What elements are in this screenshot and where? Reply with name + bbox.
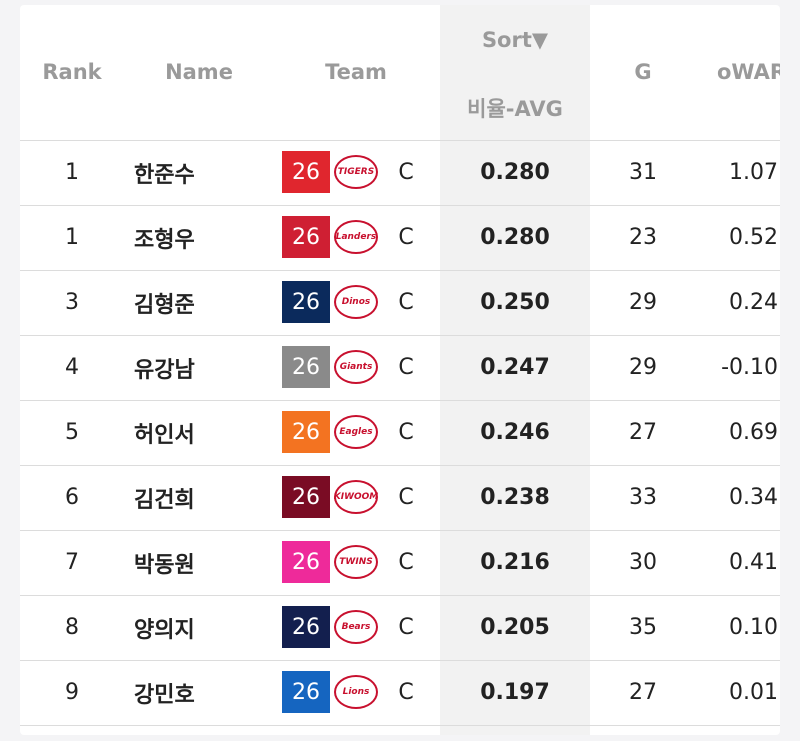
team-logo: Bears [334, 610, 378, 644]
team-logo: Landers [334, 220, 378, 254]
row-separator [20, 595, 780, 596]
team-badge: 26 [282, 281, 330, 323]
rank: 7 [65, 550, 79, 575]
sort-label[interactable]: Sort▼ [481, 28, 549, 52]
owar: 0.10 [729, 615, 778, 640]
position: C [398, 550, 414, 575]
column-header[interactable]: G [634, 60, 652, 84]
team-logo: TIGERS [334, 155, 378, 189]
avg: 0.246 [480, 420, 550, 445]
player-name[interactable]: 강민호 [134, 682, 195, 708]
avg: 0.280 [480, 225, 550, 250]
rank: 9 [65, 680, 79, 705]
rank: 1 [65, 160, 79, 185]
avg: 0.216 [480, 550, 550, 575]
position: C [398, 290, 414, 315]
games: 29 [629, 355, 657, 380]
team-badge: 26 [282, 671, 330, 713]
position: C [398, 225, 414, 250]
rank: 3 [65, 290, 79, 315]
position: C [398, 420, 414, 445]
games: 27 [629, 680, 657, 705]
owar: 0.24 [729, 290, 778, 315]
position: C [398, 615, 414, 640]
column-header[interactable]: Name [165, 60, 233, 84]
team-logo: Eagles [334, 415, 378, 449]
games: 29 [629, 290, 657, 315]
player-name[interactable]: 조형우 [134, 227, 195, 253]
player-name[interactable]: 김건희 [134, 487, 195, 513]
games: 30 [629, 550, 657, 575]
team-badge: 26 [282, 411, 330, 453]
team-logo: Giants [334, 350, 378, 384]
rank: 4 [65, 355, 79, 380]
games: 31 [629, 160, 657, 185]
rank: 6 [65, 485, 79, 510]
column-header[interactable]: 비율-AVG [467, 97, 563, 121]
row-separator [20, 205, 780, 206]
owar: 0.34 [729, 485, 778, 510]
owar: -0.10 [721, 355, 778, 380]
team-logo: Dinos [334, 285, 378, 319]
team-badge: 26 [282, 606, 330, 648]
avg: 0.250 [480, 290, 550, 315]
team-badge: 26 [282, 151, 330, 193]
player-name[interactable]: 허인서 [134, 422, 195, 448]
row-separator [20, 465, 780, 466]
avg: 0.280 [480, 160, 550, 185]
row-separator [20, 530, 780, 531]
rank: 5 [65, 420, 79, 445]
row-separator [20, 335, 780, 336]
games: 33 [629, 485, 657, 510]
avg: 0.247 [480, 355, 550, 380]
games: 27 [629, 420, 657, 445]
row-separator [20, 725, 780, 726]
games: 23 [629, 225, 657, 250]
header-separator [20, 140, 780, 141]
avg: 0.205 [480, 615, 550, 640]
player-name[interactable]: 한준수 [134, 162, 195, 188]
owar: 0.41 [729, 550, 778, 575]
rank: 8 [65, 615, 79, 640]
row-separator [20, 660, 780, 661]
position: C [398, 160, 414, 185]
rank: 1 [65, 225, 79, 250]
owar: 1.07 [729, 160, 778, 185]
games: 35 [629, 615, 657, 640]
team-logo: TWINS [334, 545, 378, 579]
position: C [398, 485, 414, 510]
column-header[interactable]: oWAR [717, 60, 780, 84]
team-badge: 26 [282, 541, 330, 583]
owar: 0.01 [729, 680, 778, 705]
row-separator [20, 270, 780, 271]
owar: 0.69 [729, 420, 778, 445]
player-name[interactable]: 유강남 [134, 357, 195, 383]
column-header[interactable]: Team [325, 60, 387, 84]
team-badge: 26 [282, 476, 330, 518]
team-logo: Lions [334, 675, 378, 709]
position: C [398, 680, 414, 705]
avg: 0.238 [480, 485, 550, 510]
avg: 0.197 [480, 680, 550, 705]
team-logo: KIWOOM [334, 480, 378, 514]
player-name[interactable]: 박동원 [134, 552, 195, 578]
column-header: Rank [42, 60, 102, 84]
team-badge: 26 [282, 346, 330, 388]
player-name[interactable]: 양의지 [134, 617, 195, 643]
owar: 0.52 [729, 225, 778, 250]
sort-column-bg [440, 5, 590, 735]
team-badge: 26 [282, 216, 330, 258]
player-name[interactable]: 김형준 [134, 292, 195, 318]
position: C [398, 355, 414, 380]
row-separator [20, 400, 780, 401]
